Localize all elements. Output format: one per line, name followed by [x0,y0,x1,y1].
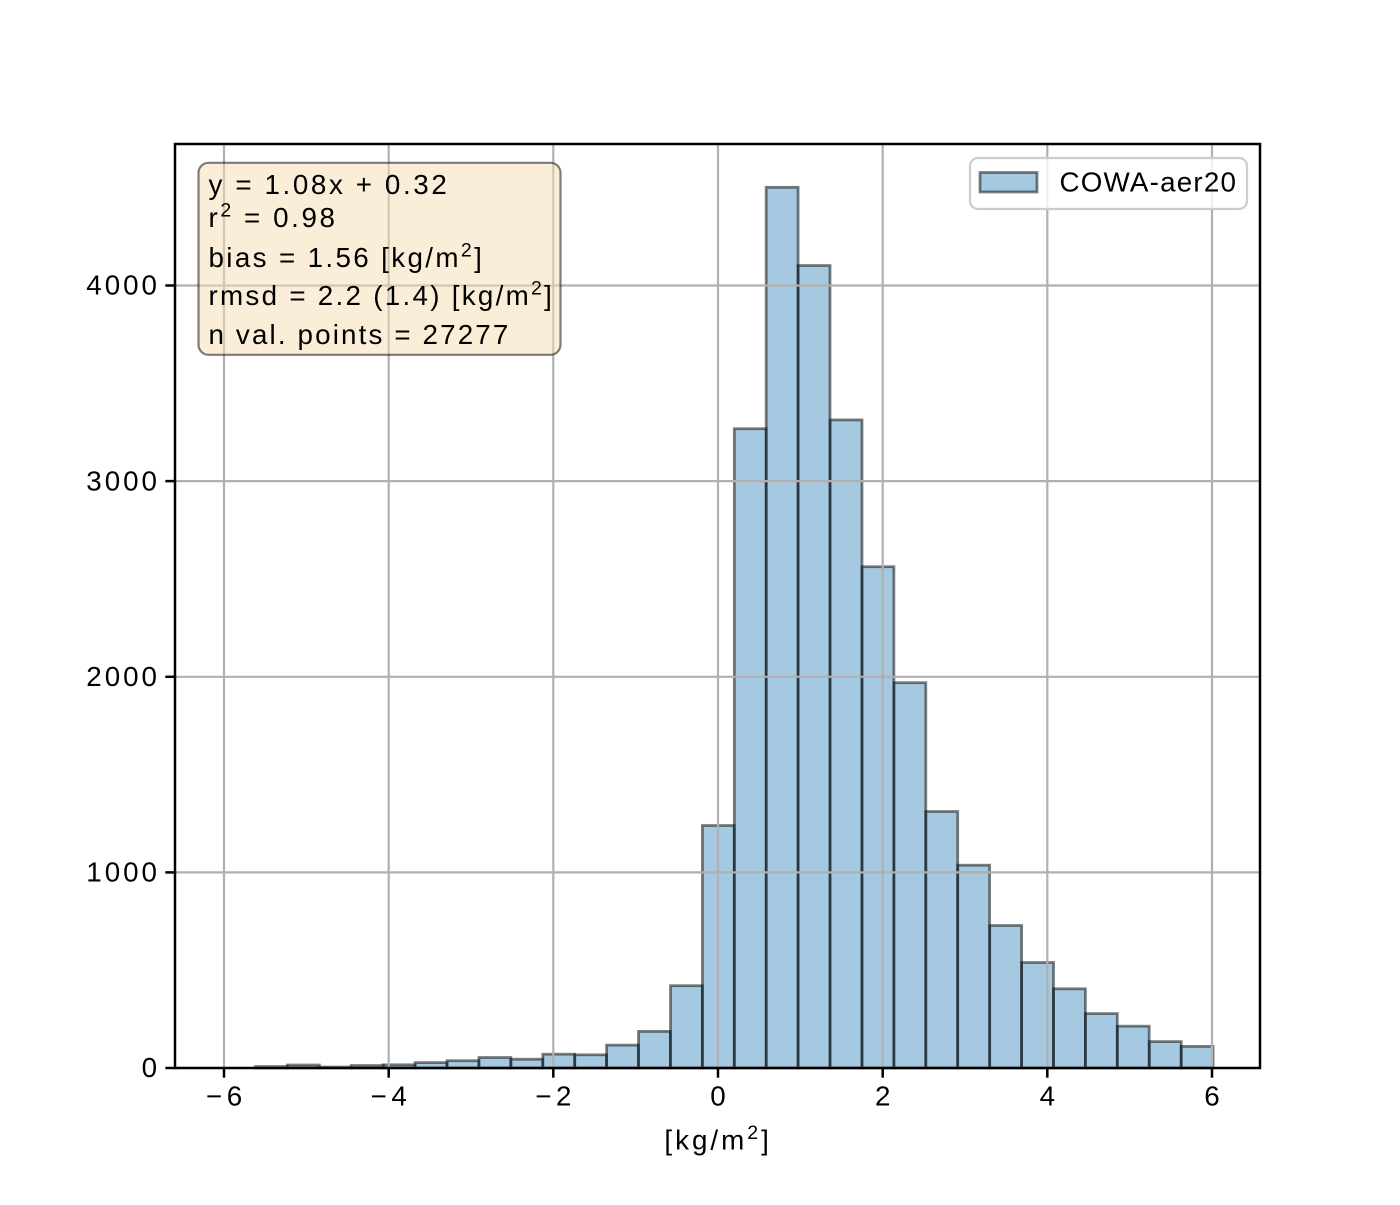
svg-text:n val. points = 27277: n val. points = 27277 [209,319,511,350]
svg-text:bias = 1.56 [kg/m2]: bias = 1.56 [kg/m2] [209,240,485,274]
svg-text:2000: 2000 [86,661,160,692]
svg-text:0: 0 [142,1052,157,1083]
svg-text:[kg/m2]: [kg/m2] [664,1122,768,1156]
svg-text:−6: −6 [206,1081,247,1112]
svg-text:1000: 1000 [86,857,160,888]
svg-text:2: 2 [875,1081,890,1112]
svg-text:y = 1.08x + 0.32: y = 1.08x + 0.32 [209,169,450,200]
svg-text:−4: −4 [371,1081,412,1112]
svg-text:−2: −2 [535,1081,576,1112]
svg-text:6: 6 [1204,1081,1219,1112]
svg-text:3000: 3000 [86,465,160,496]
svg-text:COWA-aer20: COWA-aer20 [1060,167,1238,198]
svg-text:4: 4 [1040,1081,1055,1112]
svg-text:rmsd = 2.2 (1.4) [kg/m2]: rmsd = 2.2 (1.4) [kg/m2] [209,278,555,312]
svg-text:4000: 4000 [86,270,160,301]
svg-text:0: 0 [710,1081,725,1112]
